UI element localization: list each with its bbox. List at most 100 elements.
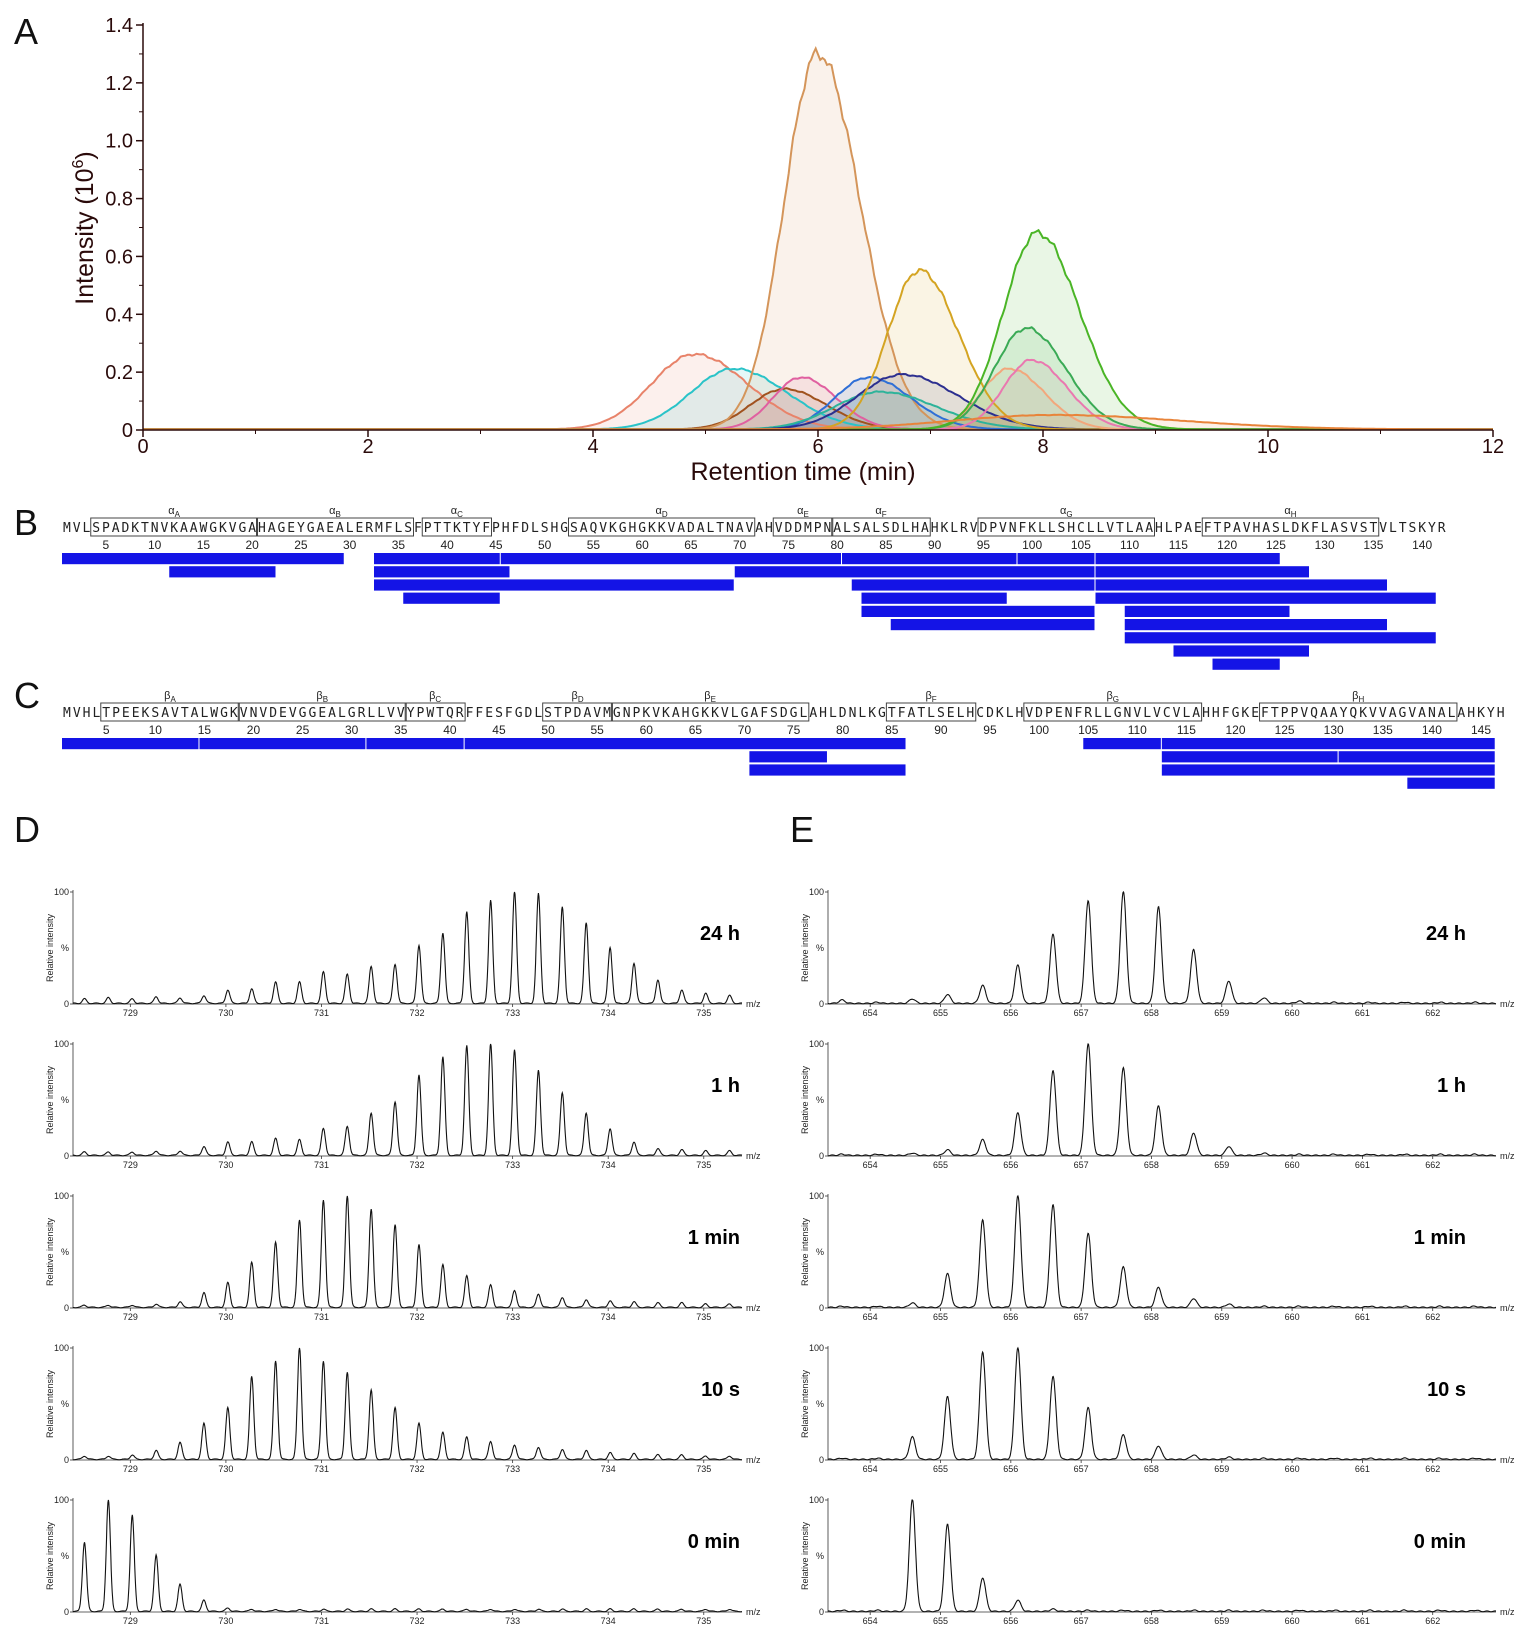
residue: Q — [1349, 706, 1357, 721]
residue: L — [534, 706, 542, 721]
time-point-label: 24 h — [700, 923, 740, 945]
residue: K — [658, 521, 666, 536]
spectrum-x-unit: m/z — [746, 1607, 761, 1617]
residue: H — [1067, 521, 1075, 536]
residue-number: 110 — [1120, 538, 1139, 552]
residue: W — [210, 706, 218, 721]
spectrum-y-max: 100 — [54, 1495, 69, 1505]
residue: S — [770, 706, 778, 721]
spectrum-x-unit: m/z — [746, 999, 761, 1009]
residue: H — [1016, 706, 1024, 721]
residue: S — [1408, 521, 1416, 536]
spectrum-y-title: Relative intensity — [45, 1369, 55, 1438]
residue: V — [667, 521, 675, 536]
residue: Y — [1487, 706, 1495, 721]
spectrum-x-tick-label: 658 — [1144, 1616, 1159, 1626]
spectrum-y-min: 0 — [819, 1455, 824, 1465]
peptide-bar — [1095, 566, 1309, 578]
spectrum-x-unit: m/z — [1500, 1455, 1515, 1465]
residue: K — [648, 521, 656, 536]
residue: H — [502, 521, 510, 536]
residue: F — [1074, 706, 1082, 721]
residue-number: 60 — [635, 538, 649, 552]
residue-number: 90 — [928, 538, 942, 552]
residue: P — [1223, 521, 1231, 536]
residue: V — [970, 521, 978, 536]
helix-label: αC — [451, 505, 463, 519]
residue: H — [931, 521, 939, 536]
y-tick-label: 0 — [122, 420, 133, 442]
spectrum-x-tick-label: 731 — [314, 1160, 329, 1170]
residue: H — [1467, 706, 1475, 721]
spectrum-x-tick-label: 654 — [863, 1008, 878, 1018]
residue: N — [1009, 521, 1017, 536]
spectrum-x-tick-label: 729 — [123, 1160, 138, 1170]
residue-number: 140 — [1422, 723, 1442, 737]
time-point-label: 24 h — [1426, 923, 1466, 945]
residue: L — [1143, 706, 1151, 721]
residue: V — [229, 521, 237, 536]
residue: S — [544, 706, 552, 721]
helix-label: αE — [797, 505, 809, 519]
residue-number: 105 — [1078, 723, 1098, 737]
residue: K — [1477, 706, 1485, 721]
spectrum-x-tick-label: 661 — [1355, 1312, 1370, 1322]
spectrum-y-min: 0 — [819, 1607, 824, 1617]
peptide-bar — [1083, 738, 1161, 750]
residue: L — [872, 521, 880, 536]
residue-number: 10 — [149, 723, 163, 737]
residue: N — [1124, 706, 1132, 721]
helix-box — [90, 517, 258, 537]
spectrum-x-tick-label: 655 — [933, 1464, 948, 1474]
helix-box — [772, 517, 834, 537]
peptide-bar — [1095, 553, 1280, 565]
spectrum-y-max: 100 — [809, 1495, 824, 1505]
spectrum-x-tick-label: 658 — [1144, 1160, 1159, 1170]
residue-number: 55 — [591, 723, 605, 737]
residue-number: 95 — [983, 723, 997, 737]
peptide-bar — [62, 738, 199, 750]
residue-number: 35 — [394, 723, 408, 737]
spectrum-profile — [72, 1499, 743, 1613]
residue: L — [731, 706, 739, 721]
spectrum-x-tick-label: 662 — [1425, 1312, 1440, 1322]
panel-label-b: B — [14, 502, 38, 543]
residue-number: 130 — [1315, 538, 1335, 552]
residue-number: 130 — [1324, 723, 1344, 737]
residue: S — [853, 521, 861, 536]
time-point-label: 1 min — [688, 1227, 740, 1249]
residue: T — [443, 521, 451, 536]
residue: Y — [407, 706, 415, 721]
residue: K — [642, 706, 650, 721]
residue: A — [580, 521, 588, 536]
spectrum-y-min: 0 — [819, 999, 824, 1009]
helix-box — [421, 517, 492, 537]
spectrum-24-h: 100 0% Relative intensity m/z 654 655 656 657 65… — [800, 887, 1515, 1018]
residue-number: 55 — [587, 538, 601, 552]
residue: F — [1204, 521, 1212, 536]
residue: A — [1233, 521, 1241, 536]
residue: T — [1399, 521, 1407, 536]
residue: H — [911, 521, 919, 536]
residue: T — [917, 706, 925, 721]
helix-label: βA — [164, 690, 176, 704]
spectrum-x-tick-label: 657 — [1074, 1160, 1089, 1170]
residue: E — [279, 706, 287, 721]
peptide-bar — [861, 592, 1007, 604]
spectrum-x-tick-label: 656 — [1003, 1464, 1018, 1474]
residue: T — [1271, 706, 1279, 721]
residue: L — [1094, 706, 1102, 721]
spectrum-y-title: Relative intensity — [800, 1065, 810, 1134]
residue: T — [141, 521, 149, 536]
spectrum-x-tick-label: 660 — [1285, 1312, 1300, 1322]
spectrum-x-tick-label: 658 — [1144, 1008, 1159, 1018]
residue: T — [716, 521, 724, 536]
spectrum-x-tick-label: 733 — [505, 1616, 520, 1626]
residue: T — [433, 521, 441, 536]
residue: L — [1006, 706, 1014, 721]
residue: A — [268, 521, 276, 536]
spectrum-y-title: Relative intensity — [45, 1065, 55, 1134]
residue: H — [1252, 521, 1260, 536]
residue: K — [1359, 706, 1367, 721]
spectrum-1-min: 100 0% Relative intensity m/z 729 730 731 732 73… — [45, 1191, 761, 1322]
